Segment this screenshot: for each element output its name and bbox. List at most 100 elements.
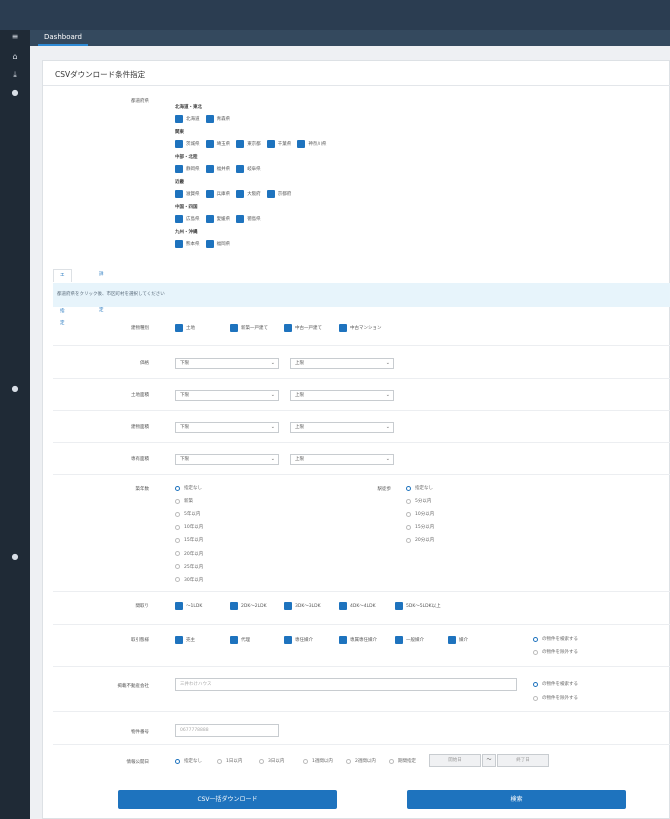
layout-checkbox[interactable]: 4DK～4LDK (339, 602, 376, 610)
prefecture-checkbox[interactable]: 京都府 (266, 190, 291, 198)
tab-detail[interactable]: 詳細指定 (99, 272, 104, 313)
radio-label: 15年以内 (184, 538, 204, 544)
range-max-select[interactable]: 上限 ⌄ (290, 454, 394, 465)
user-icon[interactable]: ● (11, 552, 19, 561)
range-max-select[interactable]: 上限 ⌄ (290, 358, 394, 369)
checkbox-box (284, 324, 292, 332)
radio-label: 20分以内 (415, 538, 435, 544)
csv-download-button[interactable]: CSV一括ダウンロード (118, 790, 337, 809)
layout-checkbox[interactable]: 3DK～3LDK (284, 602, 321, 610)
company-include-radio[interactable]: の物件を検索する (533, 681, 578, 687)
prefecture-checkbox[interactable]: 広島県 (175, 215, 200, 223)
publish-radio[interactable]: 指定なし (175, 758, 202, 764)
prefecture-checkbox[interactable]: 大阪府 (236, 190, 261, 198)
user-icon[interactable]: ● (11, 384, 19, 393)
property-type-checkbox[interactable]: 土地 (175, 324, 195, 332)
checkbox-box (236, 165, 245, 173)
checkbox-label: 売主 (186, 638, 195, 643)
layout-checkbox[interactable]: 5DK～5LDK以上 (395, 602, 441, 610)
prefecture-checkbox[interactable]: 福岡県 (205, 240, 230, 248)
prefecture-checkbox[interactable]: 静岡県 (175, 165, 200, 173)
walk-radio[interactable]: 10分以内 (406, 511, 434, 517)
age-radio[interactable]: 指定なし (175, 485, 202, 491)
age-radio[interactable]: 10年以内 (175, 524, 203, 530)
prefecture-checkbox[interactable]: 岐阜県 (236, 165, 261, 173)
layout-checkbox[interactable]: ～1LDK (175, 602, 202, 610)
checkbox-label: 代理 (241, 638, 250, 643)
download-icon[interactable]: ⤓ (13, 70, 17, 79)
prefecture-checkbox[interactable]: 千葉県 (266, 140, 291, 148)
prefecture-checkbox[interactable]: 北海道 (175, 115, 200, 123)
radio-circle (175, 511, 180, 517)
prefecture-checkbox[interactable]: 茨城県 (175, 140, 200, 148)
radio-circle (175, 537, 180, 543)
radio-label: 5年以内 (184, 512, 201, 518)
radio-label: の物件を検索する (542, 637, 578, 642)
walk-radio[interactable]: 15分以内 (406, 524, 434, 530)
home-icon[interactable]: ⌂ (12, 52, 18, 61)
layout-checkbox[interactable]: 2DK～2LDK (230, 602, 267, 610)
user-icon[interactable]: ● (11, 88, 19, 97)
age-radio[interactable]: 15年以内 (175, 537, 203, 543)
deal-checkbox[interactable]: 代理 (230, 636, 250, 644)
publish-radio[interactable]: 期間指定 (389, 758, 416, 764)
deal-checkbox[interactable]: 媒介 (448, 636, 468, 644)
age-radio[interactable]: 5年以内 (175, 511, 200, 517)
checkbox-box (230, 602, 238, 610)
end-date-input[interactable]: 終了日 (497, 754, 549, 767)
age-radio[interactable]: 30年以内 (175, 577, 203, 583)
prefecture-checkbox[interactable]: 徳島県 (236, 215, 261, 223)
range-max-select[interactable]: 上限 ⌄ (290, 422, 394, 433)
radio-label: 10年以内 (184, 525, 204, 531)
prefecture-checkbox[interactable]: 埼玉県 (205, 140, 230, 148)
deal-checkbox[interactable]: 専属専任媒介 (339, 636, 377, 644)
tab-area[interactable]: エリア指定 (53, 269, 72, 326)
prefecture-group-name: 近畿 (175, 180, 184, 185)
property-type-checkbox[interactable]: 中古一戸建て (284, 324, 322, 332)
page-title: CSVダウンロード条件指定 (55, 70, 146, 79)
search-button[interactable]: 検索 (407, 790, 626, 809)
range-min-select[interactable]: 下限 ⌄ (175, 422, 279, 433)
walk-radio[interactable]: 5分以内 (406, 498, 431, 504)
deal-checkbox[interactable]: 売主 (175, 636, 195, 644)
start-date-input[interactable]: 開始日 (429, 754, 481, 767)
prefecture-checkbox[interactable]: 熊本県 (175, 240, 200, 248)
publish-radio[interactable]: 2週間以内 (346, 758, 376, 764)
number-input[interactable]: 0677778888 (175, 724, 279, 737)
checkbox-box (230, 324, 238, 332)
property-type-checkbox[interactable]: 新築一戸建て (230, 324, 268, 332)
tab-dashboard[interactable]: Dashboard (38, 30, 88, 46)
property-type-checkbox[interactable]: 中古マンション (339, 324, 382, 332)
select-value: 下限 (180, 393, 189, 398)
range-max-select[interactable]: 上限 ⌄ (290, 390, 394, 401)
prefecture-group-name: 中国・四国 (175, 205, 198, 210)
prefecture-checkbox[interactable]: 兵庫県 (205, 190, 230, 198)
prefecture-checkbox[interactable]: 愛媛県 (205, 215, 230, 223)
company-input[interactable]: 三井わけハウス (175, 678, 517, 691)
walk-radio[interactable]: 指定なし (406, 485, 433, 491)
prefecture-checkbox[interactable]: 福井県 (205, 165, 230, 173)
range-min-select[interactable]: 下限 ⌄ (175, 454, 279, 465)
deal-include-radio[interactable]: の物件を検索する (533, 636, 578, 642)
age-radio[interactable]: 新築 (175, 498, 193, 504)
age-label: 築年数 (135, 487, 150, 492)
company-exclude-radio[interactable]: の物件を除外する (533, 695, 578, 701)
range-min-select[interactable]: 下限 ⌄ (175, 358, 279, 369)
age-radio[interactable]: 20年以内 (175, 551, 203, 557)
publish-radio[interactable]: 3日以内 (259, 758, 284, 764)
publish-radio[interactable]: 1日以内 (217, 758, 242, 764)
walk-radio[interactable]: 20分以内 (406, 537, 434, 543)
deal-exclude-radio[interactable]: の物件を除外する (533, 649, 578, 655)
deal-checkbox[interactable]: 専任媒介 (284, 636, 313, 644)
prefecture-checkbox[interactable]: 青森県 (205, 115, 231, 123)
range-min-select[interactable]: 下限 ⌄ (175, 390, 279, 401)
publish-radio[interactable]: 1週間以内 (303, 758, 333, 764)
prefecture-checkbox[interactable]: 神奈川県 (297, 140, 326, 148)
menu-icon[interactable]: ≡ (11, 32, 19, 41)
deal-checkbox[interactable]: 一般媒介 (395, 636, 424, 644)
prefecture-checkbox[interactable]: 滋賀県 (175, 190, 200, 198)
checkbox-box (230, 636, 238, 644)
age-radio[interactable]: 25年以内 (175, 564, 203, 570)
checkbox-label: 青森県 (216, 117, 231, 122)
prefecture-checkbox[interactable]: 東京都 (236, 140, 261, 148)
